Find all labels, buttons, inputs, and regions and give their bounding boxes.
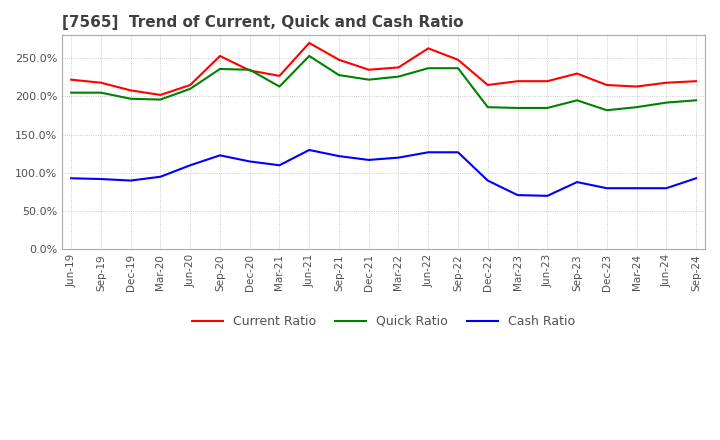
Cash Ratio	[394, 155, 402, 160]
Current Ratio	[394, 65, 402, 70]
Quick Ratio	[394, 74, 402, 79]
Cash Ratio	[543, 193, 552, 198]
Cash Ratio	[156, 174, 165, 180]
Quick Ratio	[275, 84, 284, 89]
Quick Ratio	[364, 77, 373, 82]
Quick Ratio	[67, 90, 76, 95]
Quick Ratio	[572, 98, 581, 103]
Cash Ratio	[215, 153, 224, 158]
Quick Ratio	[186, 86, 194, 92]
Current Ratio	[662, 80, 670, 85]
Current Ratio	[424, 46, 433, 51]
Quick Ratio	[513, 105, 522, 110]
Quick Ratio	[483, 105, 492, 110]
Cash Ratio	[424, 150, 433, 155]
Quick Ratio	[335, 73, 343, 78]
Cash Ratio	[364, 157, 373, 162]
Current Ratio	[632, 84, 641, 89]
Quick Ratio	[692, 98, 701, 103]
Cash Ratio	[454, 150, 462, 155]
Current Ratio	[572, 71, 581, 76]
Cash Ratio	[483, 178, 492, 183]
Quick Ratio	[156, 97, 165, 102]
Cash Ratio	[632, 186, 641, 191]
Cash Ratio	[513, 192, 522, 198]
Quick Ratio	[424, 66, 433, 71]
Current Ratio	[186, 82, 194, 88]
Current Ratio	[454, 57, 462, 62]
Current Ratio	[543, 79, 552, 84]
Cash Ratio	[662, 186, 670, 191]
Current Ratio	[246, 68, 254, 73]
Cash Ratio	[603, 186, 611, 191]
Line: Quick Ratio: Quick Ratio	[71, 56, 696, 110]
Cash Ratio	[305, 147, 313, 153]
Line: Current Ratio: Current Ratio	[71, 43, 696, 95]
Current Ratio	[126, 88, 135, 93]
Current Ratio	[67, 77, 76, 82]
Current Ratio	[96, 80, 105, 85]
Quick Ratio	[454, 66, 462, 71]
Line: Cash Ratio: Cash Ratio	[71, 150, 696, 196]
Current Ratio	[364, 67, 373, 72]
Cash Ratio	[67, 176, 76, 181]
Text: [7565]  Trend of Current, Quick and Cash Ratio: [7565] Trend of Current, Quick and Cash …	[62, 15, 464, 30]
Quick Ratio	[215, 66, 224, 72]
Cash Ratio	[572, 180, 581, 185]
Quick Ratio	[543, 105, 552, 110]
Current Ratio	[335, 57, 343, 62]
Current Ratio	[513, 79, 522, 84]
Quick Ratio	[246, 67, 254, 72]
Cash Ratio	[96, 176, 105, 182]
Legend: Current Ratio, Quick Ratio, Cash Ratio: Current Ratio, Quick Ratio, Cash Ratio	[187, 310, 580, 333]
Cash Ratio	[126, 178, 135, 183]
Current Ratio	[156, 92, 165, 98]
Cash Ratio	[246, 159, 254, 164]
Current Ratio	[275, 73, 284, 78]
Cash Ratio	[335, 154, 343, 159]
Quick Ratio	[96, 90, 105, 95]
Quick Ratio	[662, 100, 670, 105]
Quick Ratio	[603, 108, 611, 113]
Quick Ratio	[632, 105, 641, 110]
Current Ratio	[305, 40, 313, 46]
Current Ratio	[603, 82, 611, 88]
Current Ratio	[692, 79, 701, 84]
Quick Ratio	[126, 96, 135, 101]
Cash Ratio	[692, 176, 701, 181]
Current Ratio	[215, 53, 224, 59]
Quick Ratio	[305, 53, 313, 59]
Cash Ratio	[275, 163, 284, 168]
Cash Ratio	[186, 163, 194, 168]
Current Ratio	[483, 82, 492, 88]
